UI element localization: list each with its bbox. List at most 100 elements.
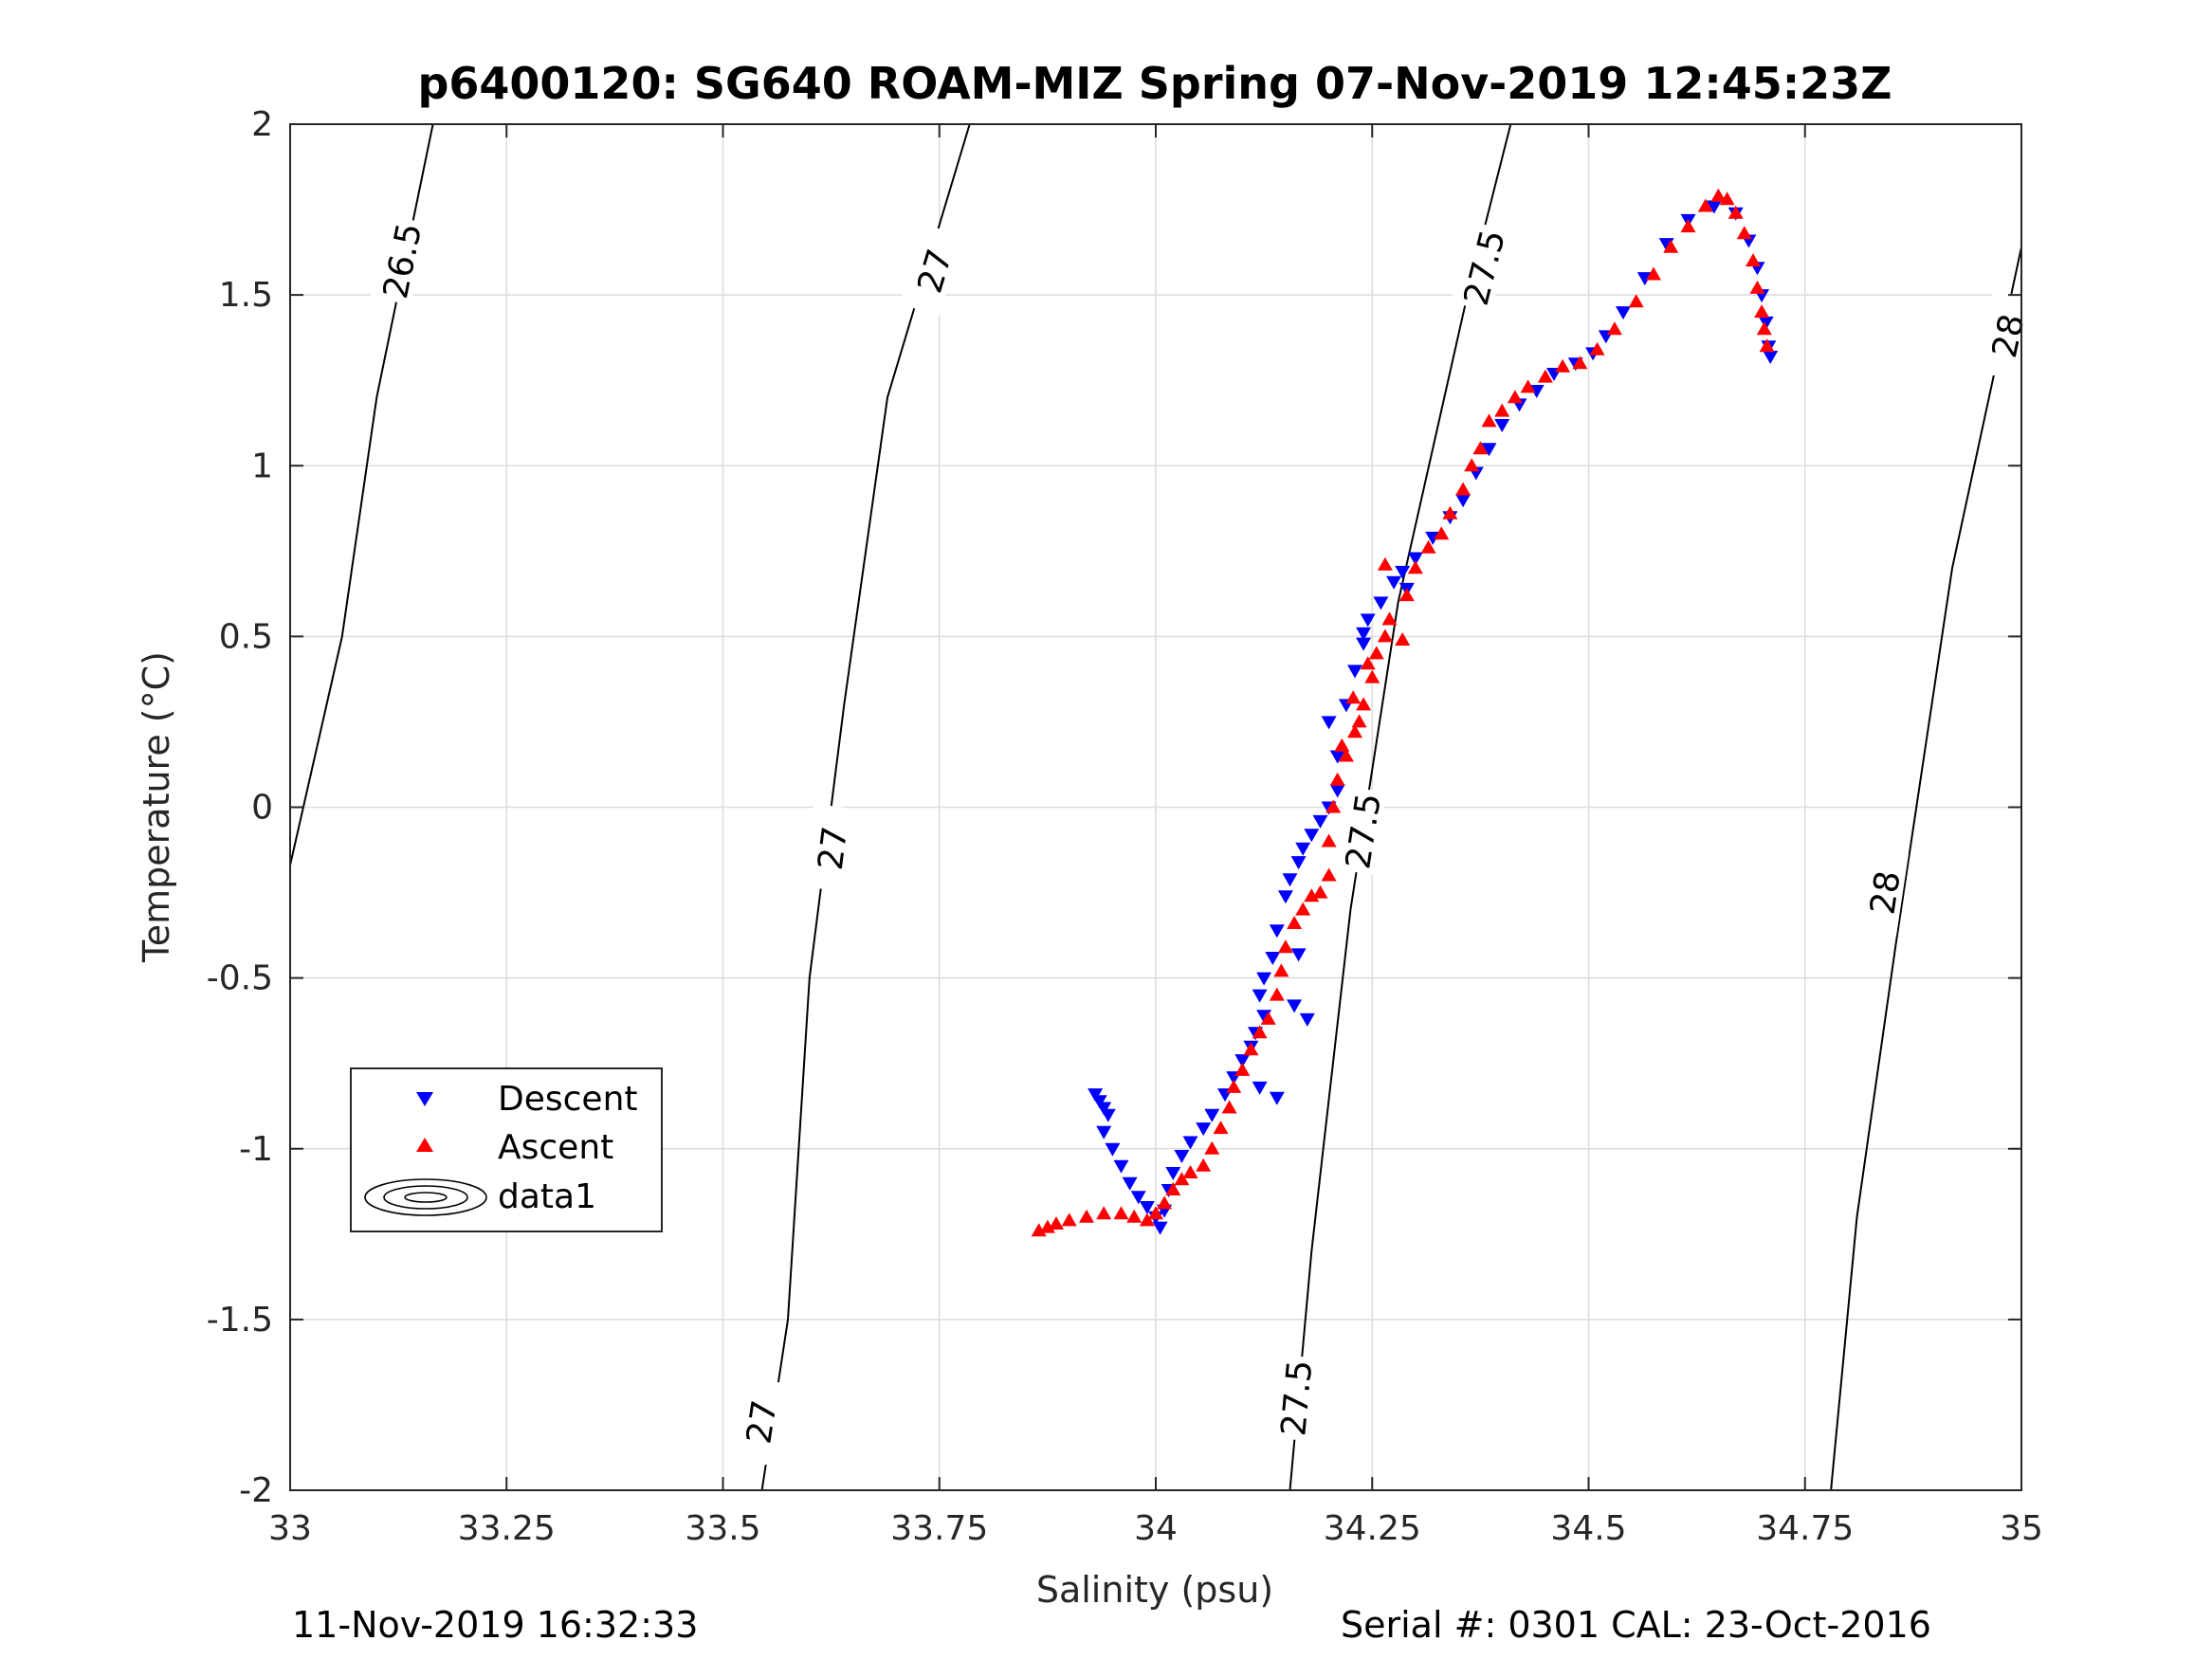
ascent-point — [1338, 748, 1354, 762]
descent-point — [1100, 1108, 1116, 1122]
y-tick-label: 0 — [251, 789, 273, 828]
ascent-point — [1628, 294, 1644, 308]
y-tick-label: 1 — [251, 447, 273, 485]
descent-point — [1139, 1201, 1155, 1214]
ascent-point — [1710, 188, 1727, 202]
descent-point — [1252, 1081, 1268, 1095]
ascent-point — [1234, 1062, 1251, 1076]
ascent-point — [1434, 526, 1450, 540]
ascent-point — [1269, 987, 1285, 1001]
legend-descent-label: Descent — [498, 1080, 638, 1119]
ascent-point — [1096, 1206, 1112, 1220]
descent-point — [1096, 1125, 1112, 1139]
descent-point — [1706, 200, 1722, 214]
ascent-point — [1754, 304, 1770, 319]
y-tick-label: -1 — [239, 1130, 273, 1169]
descent-point — [1407, 552, 1423, 566]
y-tick-label: -0.5 — [207, 959, 273, 998]
descent-point — [1282, 873, 1298, 887]
contour-label: 27 — [812, 824, 855, 872]
descent-point — [1113, 1159, 1129, 1174]
x-tick-label: 34.5 — [1550, 1509, 1626, 1548]
contour-label-bg — [1268, 1354, 1318, 1442]
ascent-point — [1039, 1219, 1055, 1233]
ascent-point — [1719, 191, 1735, 206]
ascent-point — [1157, 1195, 1173, 1210]
x-tick-label: 33.75 — [890, 1509, 988, 1548]
ascent-point — [1646, 266, 1661, 281]
ascent-point — [1351, 714, 1367, 728]
descent-point — [1122, 1176, 1138, 1191]
ascent-point — [1226, 1079, 1242, 1093]
y-tick-label: 2 — [251, 105, 273, 144]
descent-point — [1758, 316, 1774, 330]
ascent-point — [1377, 556, 1393, 571]
ascent-point — [1395, 632, 1411, 646]
contour-label: 28 — [1863, 868, 1908, 917]
contour-label-bg — [803, 803, 855, 892]
x-axis-label: Salinity (psu) — [1036, 1569, 1273, 1611]
descent-point — [1312, 814, 1328, 829]
legend-contour-label: data1 — [498, 1177, 596, 1216]
descent-point — [1287, 999, 1303, 1013]
ascent-point — [1345, 690, 1362, 704]
y-tick-label: 0.5 — [219, 617, 273, 656]
ascent-point — [1759, 338, 1775, 353]
ascent-point — [1364, 669, 1380, 684]
ascent-point — [1494, 403, 1510, 417]
contour-label-bg — [370, 214, 429, 305]
descent-point — [1360, 613, 1376, 628]
ascent-point — [1213, 1121, 1229, 1135]
x-tick-label: 33.5 — [685, 1509, 760, 1548]
legend: Descent Ascent data1 — [350, 1067, 663, 1232]
descent-point — [1295, 842, 1311, 856]
data-points — [1031, 188, 1779, 1237]
descent-point — [1616, 306, 1631, 320]
legend-ascent-label: Ascent — [498, 1128, 613, 1167]
contour-label-bg — [1975, 289, 2035, 381]
ascent-point — [1736, 226, 1752, 240]
descent-point — [1091, 1095, 1107, 1109]
ascent-point — [1061, 1212, 1077, 1227]
descent-point — [1356, 637, 1372, 651]
descent-point — [1088, 1088, 1104, 1103]
descent-point — [1329, 784, 1345, 798]
contour-label: 28 — [1985, 311, 2033, 361]
ascent-point — [1572, 356, 1588, 370]
contour-label: 27.5 — [1457, 227, 1513, 310]
descent-point — [1252, 989, 1268, 1003]
ascent-point — [1243, 1042, 1259, 1056]
descent-point — [1386, 575, 1402, 590]
descent-point — [1481, 443, 1497, 457]
descent-point — [1494, 419, 1510, 432]
descent-point — [1395, 565, 1411, 579]
ascent-point — [1697, 198, 1713, 212]
x-tick-label: 33.25 — [458, 1509, 556, 1548]
ascent-point — [1139, 1212, 1155, 1227]
descent-point — [1763, 351, 1779, 364]
y-axis-label: Temperature (°C) — [136, 651, 177, 963]
ascent-point — [1360, 656, 1376, 670]
descent-point — [1299, 1012, 1315, 1027]
descent-point — [1290, 948, 1307, 962]
footer-serial-cal: Serial #: 0301 CAL: 23-Oct-2016 — [1341, 1604, 1931, 1646]
ascent-point — [1304, 888, 1320, 902]
ascent-point — [1464, 458, 1480, 472]
ascent-point — [1221, 1100, 1237, 1114]
ascent-point — [1368, 646, 1384, 660]
contour-label: 27.5 — [1274, 1358, 1320, 1438]
descent-point — [1455, 494, 1472, 508]
ascent-point — [1148, 1206, 1163, 1220]
descent-point — [1265, 952, 1281, 965]
y-tick-label: 1.5 — [219, 276, 273, 315]
x-tick-label: 34.75 — [1756, 1509, 1854, 1548]
descent-point — [1256, 972, 1272, 986]
ascent-point — [1329, 772, 1345, 786]
ascent-point — [1589, 341, 1605, 356]
ascent-point — [1174, 1172, 1190, 1186]
x-tick-label: 34 — [1134, 1509, 1178, 1548]
ascent-point — [1049, 1216, 1064, 1230]
descent-point — [1347, 665, 1362, 679]
ascent-point — [1420, 539, 1436, 554]
